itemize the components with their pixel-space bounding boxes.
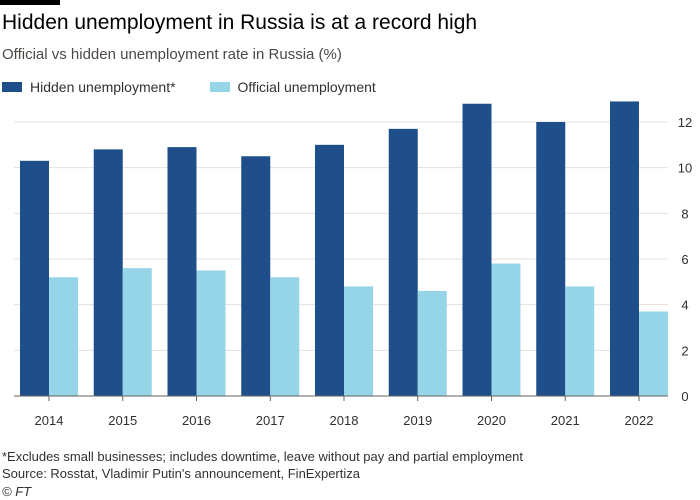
bar-hidden-2022 [610,101,639,396]
bar-official-2022 [639,311,668,396]
bar-official-2020 [491,263,521,396]
y-tick-label: 0 [681,389,688,404]
x-tick-label: 2020 [477,413,506,428]
bar-hidden-2021 [536,122,566,396]
chart-title: Hidden unemployment in Russia is at a re… [2,11,478,34]
x-tick-label: 2016 [182,413,211,428]
legend-swatch-official [209,82,230,92]
x-tick-label: 2014 [35,413,64,428]
x-tick-label: 2019 [403,413,432,428]
bar-official-2016 [196,270,226,396]
bar-hidden-2018 [315,144,344,396]
y-tick-label: 12 [678,115,692,130]
bar-hidden-2017 [241,156,271,396]
legend-label-official: Official unemployment [237,79,376,95]
chart-subtitle: Official vs hidden unemployment rate in … [2,46,342,63]
bar-official-2019 [417,290,447,396]
x-tick-label: 2022 [625,413,654,428]
bar-official-2021 [565,286,595,396]
bar-official-2018 [344,286,373,396]
legend-swatch-hidden [2,82,22,92]
bar-hidden-2019 [388,128,418,396]
bar-hidden-2020 [462,103,492,396]
legend-item-official: Official unemployment [209,79,376,95]
y-tick-label: 10 [678,161,692,176]
bar-official-2015 [122,268,152,396]
bar-official-2014 [49,277,78,396]
y-tick-label: 8 [681,206,688,221]
legend-item-hidden: Hidden unemployment* [2,79,176,95]
ft-top-rule [0,0,60,5]
ft-credit: © FT [2,484,32,499]
x-tick-label: 2021 [551,413,580,428]
x-tick-label: 2017 [256,413,285,428]
bar-official-2017 [270,277,300,396]
y-tick-label: 6 [681,252,688,267]
bar-hidden-2016 [167,147,197,396]
legend: Hidden unemployment* Official unemployme… [2,78,410,96]
x-tick-label: 2018 [330,413,359,428]
y-tick-label: 4 [681,298,688,313]
footnote: *Excludes small businesses; includes dow… [2,449,523,464]
legend-label-hidden: Hidden unemployment* [30,79,176,95]
x-tick-label: 2015 [108,413,137,428]
bar-hidden-2014 [20,160,49,396]
source-note: Source: Rosstat, Vladimir Putin's announ… [2,466,360,481]
bar-hidden-2015 [93,149,123,396]
y-tick-label: 2 [681,343,688,358]
